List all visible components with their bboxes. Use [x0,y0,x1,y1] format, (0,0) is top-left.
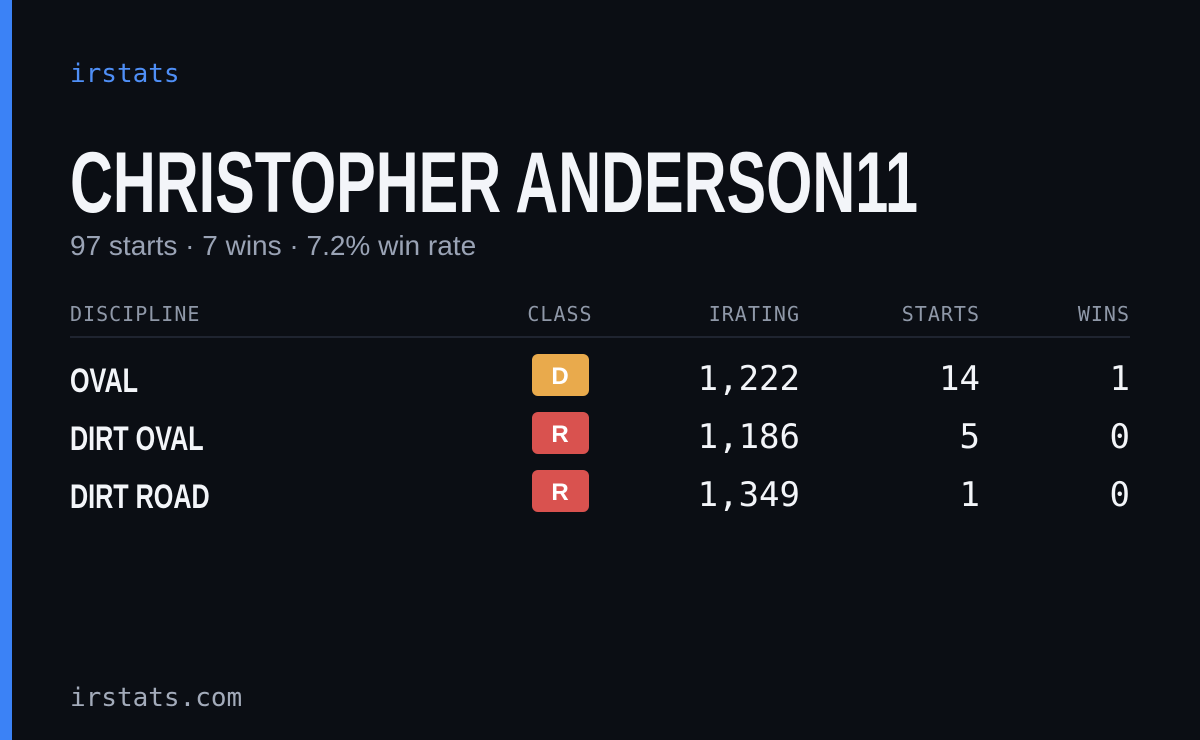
player-name: CHRISTOPHER ANDERSON11 [70,135,918,231]
column-header: DISCIPLINE [70,302,200,326]
discipline: DIRT ROAD [70,478,210,516]
starts: 14 [939,359,980,399]
brand: irstats [70,59,180,89]
wins: 1 [1110,359,1130,399]
class-letter: R [551,479,568,506]
discipline: DIRT OVAL [70,420,204,458]
column-header: CLASS [527,302,592,326]
discipline: OVAL [70,362,138,400]
accent-bar [0,0,12,740]
class-badge [532,354,589,396]
footer-url: irstats.com [70,683,242,713]
class-badge [532,470,589,512]
wins: 0 [1110,475,1130,515]
irating: 1,349 [698,475,800,515]
class-letter: R [551,421,568,448]
irating: 1,186 [698,417,800,457]
starts: 1 [960,475,980,515]
column-header: IRATING [709,302,800,326]
starts: 5 [960,417,980,457]
class-badge [532,412,589,454]
wins: 0 [1110,417,1130,457]
column-header: WINS [1078,302,1130,326]
column-header: STARTS [902,302,980,326]
stats-table: DISCIPLINE CLASS IRATING STARTS WINS OVAL D 1,2… [70,302,1130,516]
summary: 97 starts · 7 wins · 7.2% win rate [70,230,476,261]
irating: 1,222 [698,359,800,399]
class-letter: D [551,363,568,390]
